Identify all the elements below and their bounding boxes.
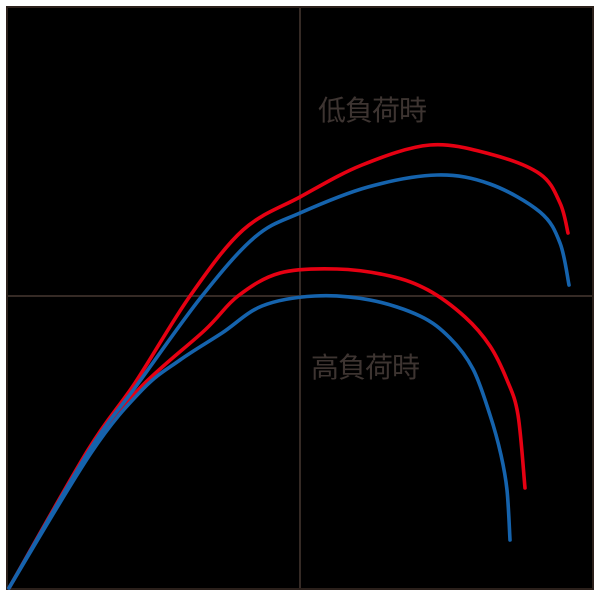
high-load-red-curve <box>7 266 527 590</box>
high-load-label: 高負荷時 <box>311 352 420 383</box>
low-load-blue-curve <box>7 173 571 590</box>
high-load-blue-curve <box>7 293 512 590</box>
low-load-label: 低負荷時 <box>318 95 427 126</box>
low-load-red-curve <box>7 142 570 590</box>
